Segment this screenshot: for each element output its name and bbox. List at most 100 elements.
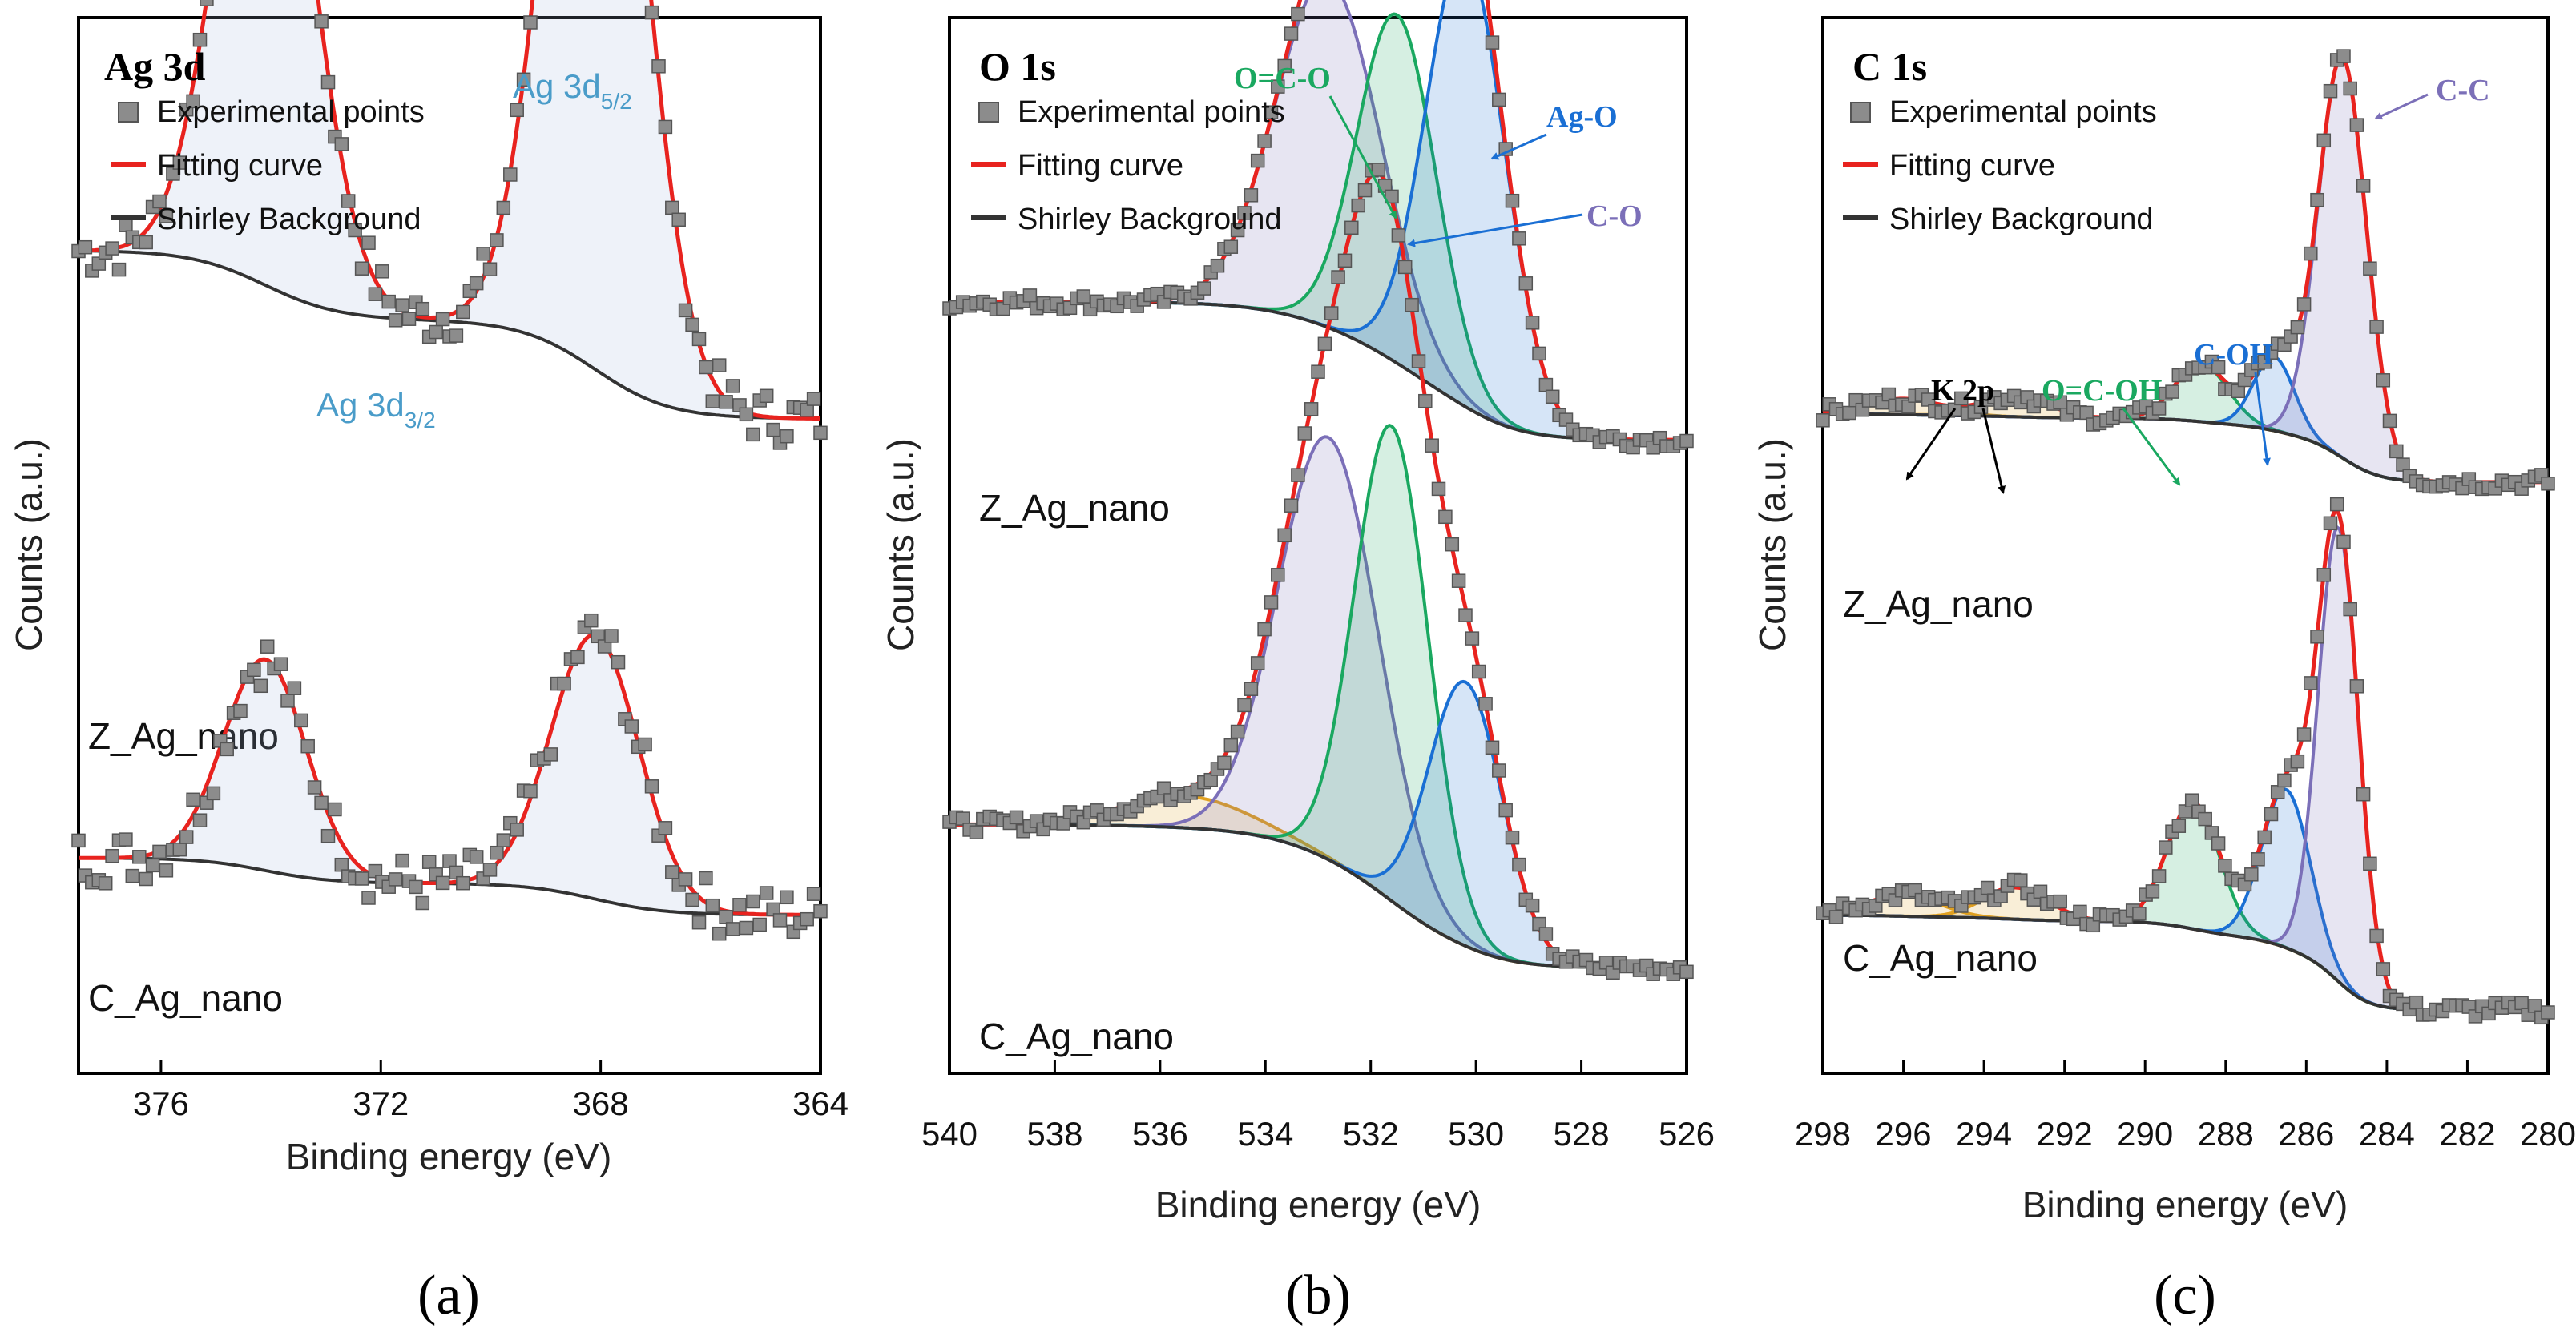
experimental-point	[644, 779, 659, 794]
experimental-point	[1324, 306, 1339, 320]
experimental-point	[476, 247, 490, 261]
experimental-point	[2290, 754, 2305, 769]
experimental-point	[334, 857, 349, 872]
peak-fill	[949, 0, 1687, 441]
experimental-point	[1297, 426, 1312, 441]
experimental-point	[2151, 401, 2167, 416]
experimental-point	[1344, 220, 1359, 235]
experimental-point	[1230, 223, 1245, 238]
peak-fill	[949, 437, 1687, 968]
experimental-point	[813, 425, 828, 441]
panel-c-plot: 298 296 294 292 290 288 286 284 282 280 Z_Ag_nano C…	[1795, 49, 2576, 1153]
experimental-point	[671, 212, 686, 227]
experimental-point	[456, 875, 470, 891]
legend-marker-points	[1850, 102, 1871, 123]
experimental-point	[192, 32, 208, 47]
experimental-point	[2304, 246, 2318, 261]
experimental-point	[1545, 389, 1560, 404]
legend-marker-points	[118, 102, 139, 123]
experimental-point	[1223, 239, 1239, 254]
experimental-point	[105, 848, 119, 863]
annotation-ago: Ag-O	[1546, 100, 1618, 134]
experimental-point	[361, 891, 376, 905]
experimental-point	[145, 858, 160, 873]
experimental-point	[2409, 995, 2424, 1010]
experimental-point	[273, 657, 288, 671]
experimental-point	[1465, 631, 1480, 646]
experimental-point	[119, 218, 133, 232]
annotation-ag3d32: Ag 3d3/2	[316, 386, 436, 433]
experimental-point	[435, 875, 450, 891]
experimental-point	[2316, 133, 2332, 148]
legend-label-background: Shirley Background	[1018, 203, 1282, 236]
experimental-point	[1816, 413, 1830, 428]
panel-c-frame	[1821, 16, 2550, 1075]
experimental-point	[1009, 810, 1024, 825]
experimental-point	[2363, 856, 2377, 871]
experimental-point	[1277, 528, 1292, 543]
experimental-point	[665, 200, 679, 215]
panel-a-frame	[77, 16, 822, 1075]
x-tick-label: 298	[1795, 1115, 1851, 1153]
experimental-point	[759, 886, 774, 900]
experimental-point	[766, 422, 780, 437]
arrow-oco	[1328, 95, 1397, 219]
legend-label-points: Experimental points	[157, 95, 425, 129]
experimental-point	[1505, 193, 1520, 208]
peak-fill	[79, 0, 820, 419]
experimental-point	[2211, 360, 2226, 375]
arrow-ago	[1490, 133, 1547, 160]
experimental-point	[307, 780, 322, 795]
panel-c: 298 296 294 292 290 288 286 284 282 280 Z_Ag_nano C…	[1752, 16, 2576, 1326]
experimental-point	[334, 137, 349, 151]
annotation-ocoh: O=C-OH	[2042, 374, 2162, 408]
experimental-point	[320, 828, 336, 843]
legend-label-fit: Fitting curve	[157, 149, 323, 183]
experimental-point	[2382, 413, 2397, 429]
experimental-point	[2145, 884, 2160, 899]
panel-a: 376 372 368 364 Z_Ag_nano C_Ag_nano Ag 3d Exp…	[8, 0, 849, 1326]
experimental-point	[651, 59, 666, 74]
sample-label: Z_Ag_nano	[979, 487, 1170, 529]
experimental-point	[2369, 320, 2384, 334]
panel-a-title: Ag 3d	[104, 44, 206, 89]
experimental-point	[752, 917, 767, 932]
experimental-point	[691, 915, 707, 930]
experimental-point	[2211, 836, 2226, 851]
panel-b-title: O 1s	[979, 44, 1056, 89]
x-tick-label: 536	[1132, 1115, 1188, 1153]
experimental-point	[71, 833, 86, 848]
experimental-point	[429, 324, 443, 340]
experimental-point	[1485, 740, 1500, 755]
experimental-point	[449, 328, 464, 343]
experimental-point	[253, 678, 268, 694]
experimental-point	[638, 737, 652, 752]
experimental-point	[2290, 320, 2305, 335]
experimental-point	[2541, 477, 2555, 491]
experimental-point	[557, 676, 571, 691]
arrow-ocoh	[2122, 408, 2181, 486]
experimental-point	[1076, 289, 1091, 304]
experimental-point	[719, 910, 733, 924]
experimental-point	[685, 892, 699, 907]
experimental-point	[2132, 907, 2147, 921]
experimental-point	[1445, 537, 1460, 552]
peak-fill	[1823, 802, 2548, 1010]
experimental-point	[233, 703, 248, 718]
experimental-point	[1405, 297, 1419, 312]
experimental-point	[1257, 622, 1272, 637]
experimental-point	[2343, 81, 2357, 96]
experimental-point	[2356, 787, 2371, 802]
legend-marker-points	[978, 102, 999, 123]
panel-c-caption: (c)	[2154, 1265, 2216, 1326]
experimental-point	[1284, 26, 1299, 41]
experimental-point	[1679, 433, 1694, 449]
x-tick-label: 538	[1026, 1115, 1082, 1153]
experimental-point	[1237, 206, 1252, 220]
experimental-point	[2541, 1005, 2555, 1020]
experimental-point	[192, 813, 208, 827]
experimental-point	[712, 926, 727, 941]
experimental-point	[1451, 573, 1466, 588]
legend-label-fit: Fitting curve	[1889, 149, 2055, 183]
x-tick-label: 530	[1448, 1115, 1504, 1153]
